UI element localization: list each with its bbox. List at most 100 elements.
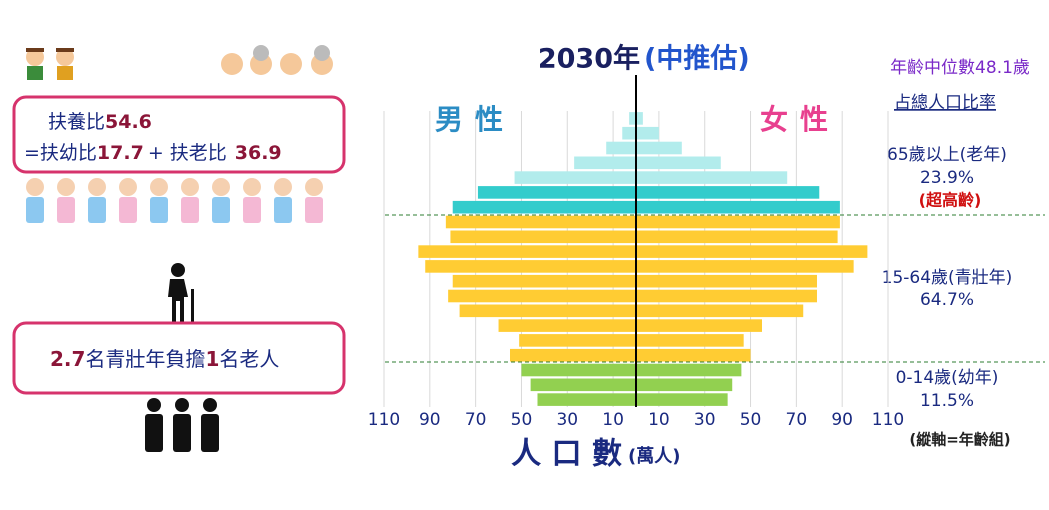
- person-body: [181, 197, 199, 223]
- bar: [574, 156, 636, 170]
- dependency-box: [12, 95, 346, 174]
- label: 扶養比: [48, 111, 105, 133]
- bar: [636, 334, 744, 347]
- bar: [636, 156, 721, 170]
- bar: [636, 171, 788, 184]
- legend-label: 男性: [435, 103, 515, 136]
- elders-icon: [221, 45, 333, 75]
- label: +: [148, 142, 164, 164]
- x-tick-label: 110: [872, 410, 904, 430]
- dependency-line: =扶幼比17.7 + 扶老比 36.9: [24, 142, 282, 164]
- bar: [636, 260, 854, 273]
- x-tick-label: 110: [368, 410, 400, 430]
- bar: [450, 230, 636, 244]
- bar: [498, 319, 636, 332]
- bar: [636, 245, 868, 258]
- bar: [636, 348, 751, 362]
- value: 17.7: [97, 142, 144, 164]
- x-tick-label: 90: [419, 410, 441, 430]
- value: 2.7: [50, 347, 85, 371]
- bar: [425, 260, 636, 273]
- bar: [636, 393, 728, 406]
- x-tick-label: 10: [602, 410, 624, 430]
- elder-figure: [168, 263, 194, 323]
- share-heading: 占總人口比率: [894, 93, 996, 113]
- bar: [622, 126, 636, 140]
- dependency-line: 扶養比54.6: [48, 111, 152, 133]
- bar: [530, 378, 636, 392]
- person-body: [274, 197, 292, 223]
- group-share: 64.7%: [920, 290, 974, 310]
- bar: [519, 334, 636, 347]
- x-tick-label: 90: [831, 410, 853, 430]
- bar: [459, 304, 636, 318]
- person-body: [212, 197, 230, 223]
- person-head: [150, 178, 168, 196]
- x-tick-label: 50: [511, 410, 533, 430]
- bar: [636, 112, 643, 125]
- label: 名老人: [219, 347, 279, 371]
- x-tick-label: 70: [465, 410, 487, 430]
- person-head: [212, 178, 230, 196]
- person-head: [26, 178, 44, 196]
- bar: [636, 319, 762, 332]
- bar: [510, 348, 636, 362]
- bar: [629, 112, 636, 125]
- bar: [514, 171, 636, 184]
- group-share: 11.5%: [920, 391, 974, 411]
- person-body: [243, 197, 261, 223]
- person-head: [181, 178, 199, 196]
- bar: [606, 141, 636, 155]
- median-age: 年齡中位數48.1歲: [890, 58, 1030, 78]
- bar: [636, 186, 820, 199]
- bar: [636, 230, 838, 244]
- person-body: [305, 197, 323, 223]
- group-label: 65歲以上(老年): [887, 145, 1007, 165]
- person-head: [119, 178, 137, 196]
- workers-figure: [145, 398, 219, 452]
- x-axis-unit: (萬人): [628, 446, 680, 467]
- x-tick-label: 30: [694, 410, 716, 430]
- bar: [418, 245, 636, 258]
- person-body: [57, 197, 75, 223]
- bar: [477, 186, 636, 199]
- plot: 10 10 30 30 50 50 70 70 90 90 110 110 男性 女性: [368, 75, 1045, 430]
- bar: [452, 200, 636, 214]
- bar: [452, 274, 636, 288]
- person-body: [119, 197, 137, 223]
- value: 36.9: [235, 142, 282, 164]
- person-body: [26, 197, 44, 223]
- bar: [636, 363, 742, 377]
- group-label: 0-14歲(幼年): [896, 368, 999, 388]
- person-body: [150, 197, 168, 223]
- person-head: [305, 178, 323, 196]
- person-head: [274, 178, 292, 196]
- bar: [636, 378, 733, 392]
- bar: [448, 289, 636, 303]
- x-axis-title: 人 口 數: [511, 437, 622, 472]
- people-row: [26, 178, 323, 223]
- person-head: [243, 178, 261, 196]
- x-tick-label: 70: [786, 410, 808, 430]
- bar: [537, 393, 636, 406]
- bar: [636, 304, 804, 318]
- x-tick-label: 10: [648, 410, 670, 430]
- group-label: 15-64歲(青壯年): [882, 268, 1013, 288]
- bar: [521, 363, 636, 377]
- label: 名青壯年負擔: [85, 347, 205, 371]
- person-head: [57, 178, 75, 196]
- bar: [636, 200, 840, 214]
- burden-line: 2.7名青壯年負擔1名老人: [50, 347, 279, 371]
- bar: [445, 215, 636, 229]
- x-tick-label: 30: [556, 410, 578, 430]
- bar: [636, 215, 840, 229]
- burden-box: [12, 321, 346, 395]
- person-head: [88, 178, 106, 196]
- label: =扶幼比: [24, 142, 97, 164]
- group-note: (超高齡): [919, 191, 982, 210]
- chart-subtitle: (中推估): [644, 44, 750, 75]
- x-tick-label: 50: [740, 410, 762, 430]
- bar: [636, 274, 817, 288]
- bar: [636, 126, 659, 140]
